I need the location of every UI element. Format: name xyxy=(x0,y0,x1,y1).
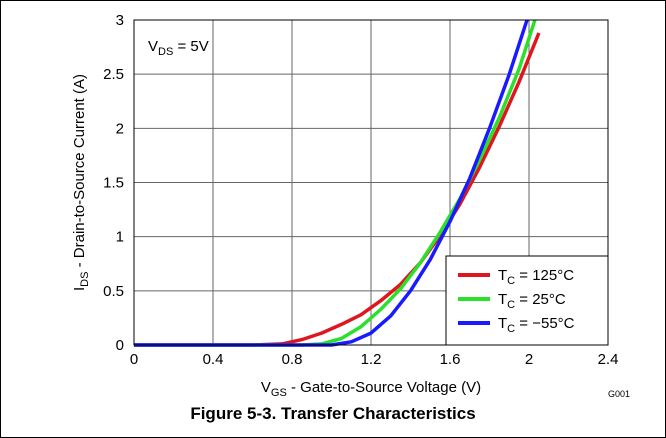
y-tick-label: 0.5 xyxy=(103,283,124,300)
y-tick-label: 3 xyxy=(116,12,124,29)
legend-label-2: TC = −55°C xyxy=(498,315,575,335)
legend-label-1: TC = 25°C xyxy=(498,291,566,311)
x-tick-label: 0.4 xyxy=(203,351,224,368)
plot-border xyxy=(133,19,609,346)
legend-label-0: TC = 125°C xyxy=(498,267,574,287)
x-tick-label: 0 xyxy=(130,351,138,368)
x-axis-label: VGS - Gate-to-Source Voltage (V) xyxy=(261,379,481,399)
figure-code: G001 xyxy=(608,389,630,399)
y-tick-label: 0 xyxy=(116,337,124,354)
series-line-2 xyxy=(134,19,529,347)
vds-annotation: VDS = 5V xyxy=(148,38,209,58)
legend: TC = 125°C TC = 25°C TC = −55°C xyxy=(445,255,609,346)
x-tick-label: 1.2 xyxy=(361,351,382,368)
tick-labels: 0 0.4 0.8 1.2 1.6 2 2.4 0 0.5 1 1.5 2 2.5 3 xyxy=(103,12,618,368)
series-line-0 xyxy=(134,32,541,347)
y-tick-label: 1 xyxy=(116,229,124,246)
x-tick-label: 0.8 xyxy=(282,351,303,368)
series-group xyxy=(134,19,541,347)
y-tick-label: 1.5 xyxy=(103,175,124,192)
x-tick-label: 2 xyxy=(525,351,533,368)
x-tick-label: 1.6 xyxy=(440,351,461,368)
x-tick-label: 2.4 xyxy=(598,351,619,368)
y-axis-label: IDS - Drain-to-Source Current (A) xyxy=(71,74,91,291)
y-tick-label: 2 xyxy=(116,120,124,137)
y-tick-label: 2.5 xyxy=(103,66,124,83)
series-line-1 xyxy=(134,19,537,347)
figure-caption: Figure 5-3. Transfer Characteristics xyxy=(190,404,475,423)
